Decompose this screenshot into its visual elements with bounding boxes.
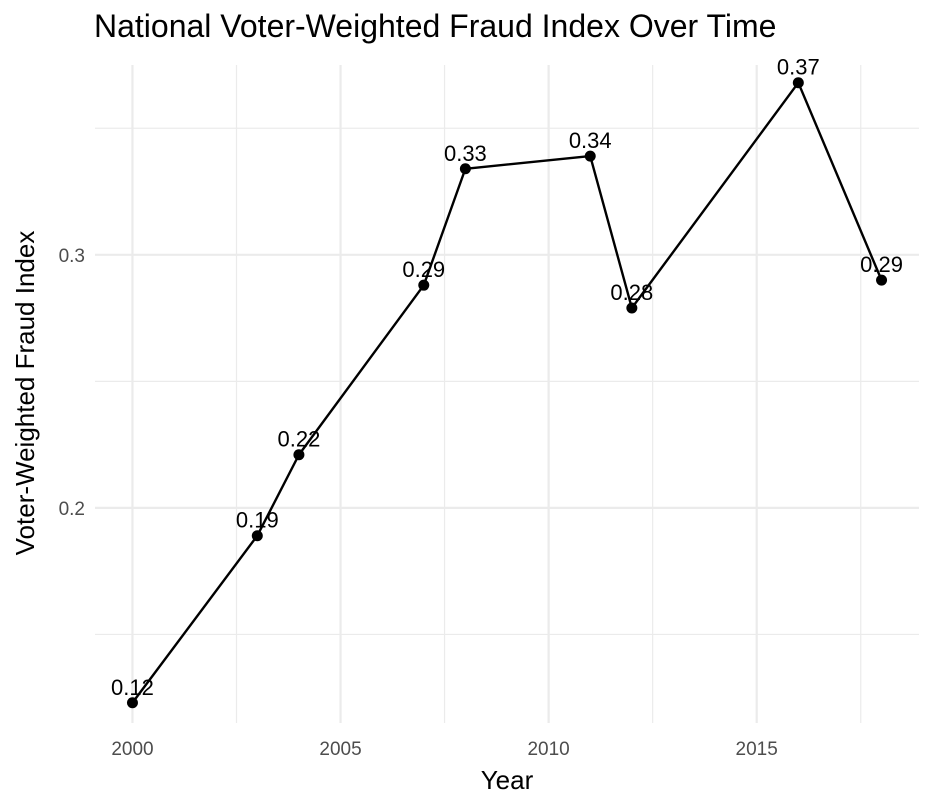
data-label: 0.19 — [236, 508, 279, 533]
y-axis-title: Voter-Weighted Fraud Index — [10, 231, 40, 556]
series-line — [131, 81, 883, 704]
x-axis-ticks: 2000 2005 2010 2015 — [111, 739, 778, 760]
data-point — [126, 697, 138, 709]
x-tick-label: 2000 — [111, 739, 153, 760]
data-point — [293, 449, 305, 461]
series-line-group — [131, 81, 883, 704]
major-gridlines — [95, 65, 919, 723]
data-points — [126, 77, 888, 709]
data-point — [459, 163, 471, 175]
x-tick-label: 2015 — [736, 739, 778, 760]
x-axis-title: Year — [481, 765, 534, 795]
chart-title: National Voter-Weighted Fraud Index Over… — [94, 8, 777, 44]
y-axis-ticks: 0.2 0.3 — [59, 246, 85, 520]
data-label: 0.28 — [610, 280, 653, 305]
data-point — [876, 274, 888, 286]
data-label: 0.37 — [777, 55, 820, 80]
y-tick-label: 0.3 — [59, 246, 85, 267]
data-label: 0.34 — [569, 128, 612, 153]
data-label: 0.29 — [860, 252, 903, 277]
x-tick-label: 2005 — [319, 739, 361, 760]
data-labels: 0.12 0.19 0.22 0.29 0.33 0.34 0.28 0.37 0.29 — [111, 55, 903, 700]
data-label: 0.22 — [278, 427, 321, 452]
data-label: 0.33 — [444, 141, 487, 166]
data-label: 0.29 — [402, 257, 445, 282]
x-tick-label: 2010 — [527, 739, 569, 760]
data-point — [251, 530, 263, 542]
y-tick-label: 0.2 — [59, 499, 85, 520]
data-point — [418, 279, 430, 291]
data-label: 0.12 — [111, 675, 154, 700]
data-point — [626, 302, 638, 314]
data-point — [792, 77, 804, 89]
data-point — [584, 150, 596, 162]
minor-gridlines — [95, 65, 919, 723]
